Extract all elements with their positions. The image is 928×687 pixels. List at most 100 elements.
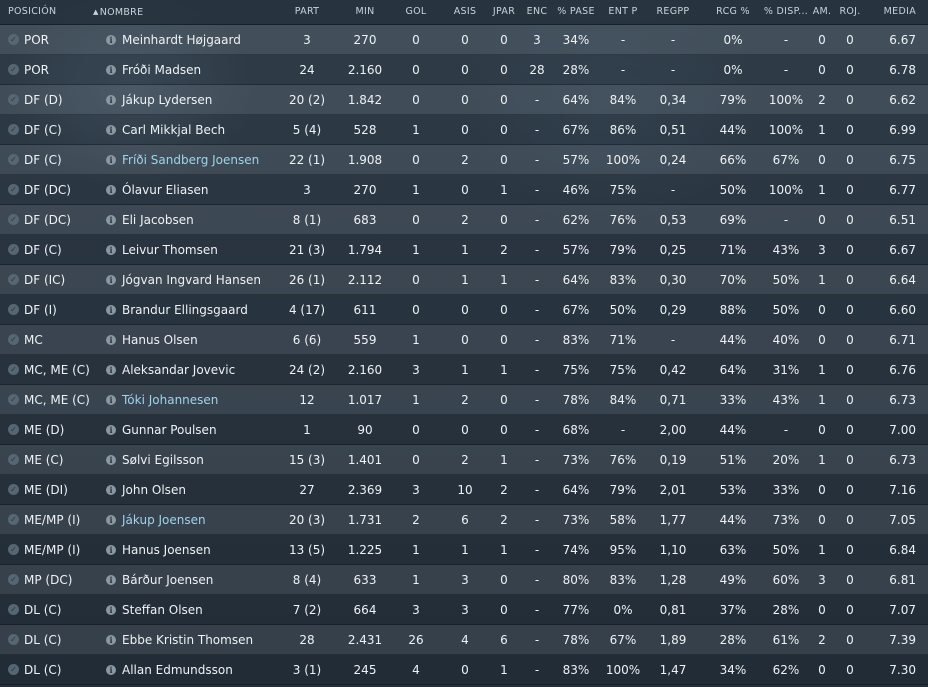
row-select-check[interactable]: ✓ bbox=[8, 205, 22, 235]
row-select-check[interactable]: ✓ bbox=[8, 655, 22, 685]
player-info-button[interactable]: i bbox=[106, 385, 118, 415]
row-select-check[interactable]: ✓ bbox=[8, 85, 22, 115]
table-row[interactable]: ✓ i DF (DC) Ólavur Eliasen 3 270 1 0 1 - 46% 75% - 50… bbox=[0, 175, 928, 205]
cell-name[interactable]: Leivur Thomsen bbox=[122, 243, 218, 257]
col-header-am[interactable]: AM. bbox=[812, 6, 832, 17]
row-select-check[interactable]: ✓ bbox=[8, 415, 22, 445]
col-header-min[interactable]: MIN bbox=[355, 6, 375, 17]
table-row[interactable]: ✓ i ME (D) Gunnar Poulsen 1 90 0 0 0 - 68% - 2,00 44%… bbox=[0, 415, 928, 445]
row-select-check[interactable]: ✓ bbox=[8, 565, 22, 595]
player-info-button[interactable]: i bbox=[106, 325, 118, 355]
table-row[interactable]: ✓ i ME (DI) John Olsen 27 2.369 3 10 2 - 64% 79% 2,0… bbox=[0, 475, 928, 505]
table-row[interactable]: ✓ i DF (D) Jákup Lydersen 20 (2) 1.842 0 0 0 - 64%… bbox=[0, 85, 928, 115]
row-select-check[interactable]: ✓ bbox=[8, 55, 22, 85]
cell-name[interactable]: Steffan Olsen bbox=[122, 603, 203, 617]
col-header-part[interactable]: PART bbox=[294, 6, 320, 17]
player-info-button[interactable]: i bbox=[106, 625, 118, 655]
cell-name[interactable]: Eli Jacobsen bbox=[122, 213, 194, 227]
player-info-button[interactable]: i bbox=[106, 25, 118, 55]
row-select-check[interactable]: ✓ bbox=[8, 295, 22, 325]
table-row[interactable]: ✓ i MC, ME (C) Aleksandar Jovevic 24 (2) 2.16… bbox=[0, 355, 928, 385]
cell-name[interactable]: Bárður Joensen bbox=[122, 573, 214, 587]
player-info-button[interactable]: i bbox=[106, 445, 118, 475]
col-header-name[interactable]: ▲NOMBRE bbox=[93, 0, 143, 24]
col-header-regpp[interactable]: REGPP bbox=[656, 6, 690, 17]
cell-name[interactable]: Fróði Madsen bbox=[122, 63, 202, 77]
row-select-check[interactable]: ✓ bbox=[8, 145, 22, 175]
table-row[interactable]: ✓ i DF (C) Fríði Sandberg Joensen 22 (1) 1.90… bbox=[0, 145, 928, 175]
cell-name[interactable]: Hanus Joensen bbox=[122, 543, 211, 557]
table-row[interactable]: ✓ i DF (IC) Jógvan Ingvard Hansen 26 (1) 2.11… bbox=[0, 265, 928, 295]
table-row[interactable]: ✓ i POR Meinhardt Højgaard 3 270 0 0 0 3 34% - - 0% - 0… bbox=[0, 25, 928, 55]
cell-name[interactable]: Meinhardt Højgaard bbox=[122, 33, 241, 47]
col-header-rcg[interactable]: RCG % bbox=[716, 6, 750, 17]
row-select-check[interactable]: ✓ bbox=[8, 265, 22, 295]
table-row[interactable]: ✓ i DF (DC) Eli Jacobsen 8 (1) 683 0 2 0 - 62% 76% 0… bbox=[0, 205, 928, 235]
player-info-button[interactable]: i bbox=[106, 535, 118, 565]
player-info-button[interactable]: i bbox=[106, 505, 118, 535]
player-info-button[interactable]: i bbox=[106, 235, 118, 265]
col-header-media[interactable]: MEDIA bbox=[883, 6, 916, 17]
player-info-button[interactable]: i bbox=[106, 265, 118, 295]
row-select-check[interactable]: ✓ bbox=[8, 175, 22, 205]
player-info-button[interactable]: i bbox=[106, 565, 118, 595]
player-info-button[interactable]: i bbox=[106, 295, 118, 325]
cell-name[interactable]: Aleksandar Jovevic bbox=[122, 363, 236, 377]
cell-name[interactable]: Allan Edmundsson bbox=[122, 663, 233, 677]
col-header-position[interactable]: POSICIÓN bbox=[8, 6, 57, 17]
cell-name[interactable]: Jógvan Ingvard Hansen bbox=[122, 273, 261, 287]
table-row[interactable]: ✓ i ME/MP (I) Jákup Joensen 20 (3) 1.731 2 6 2 - 7… bbox=[0, 505, 928, 535]
table-row[interactable]: ✓ i POR Fróði Madsen 24 2.160 0 0 0 28 28% - - 0% - 0 0 6… bbox=[0, 55, 928, 85]
cell-name[interactable]: Brandur Ellingsgaard bbox=[122, 303, 248, 317]
row-select-check[interactable]: ✓ bbox=[8, 535, 22, 565]
cell-name[interactable]: Jákup Joensen bbox=[122, 513, 206, 527]
col-header-asis[interactable]: ASIS bbox=[453, 6, 477, 17]
player-info-button[interactable]: i bbox=[106, 55, 118, 85]
table-row[interactable]: ✓ i DF (C) Carl Mikkjal Bech 5 (4) 528 1 0 0 - 67%… bbox=[0, 115, 928, 145]
row-select-check[interactable]: ✓ bbox=[8, 445, 22, 475]
player-info-button[interactable]: i bbox=[106, 115, 118, 145]
table-row[interactable]: ✓ i ME (C) Sølvi Egilsson 15 (3) 1.401 0 2 1 - 73%… bbox=[0, 445, 928, 475]
player-info-button[interactable]: i bbox=[106, 655, 118, 685]
cell-name[interactable]: Hanus Olsen bbox=[122, 333, 198, 347]
row-select-check[interactable]: ✓ bbox=[8, 235, 22, 265]
row-select-check[interactable]: ✓ bbox=[8, 625, 22, 655]
col-header-jpar[interactable]: JPAR bbox=[492, 6, 516, 17]
row-select-check[interactable]: ✓ bbox=[8, 355, 22, 385]
player-info-button[interactable]: i bbox=[106, 475, 118, 505]
player-info-button[interactable]: i bbox=[106, 355, 118, 385]
col-header-disp[interactable]: % DISP... bbox=[763, 6, 809, 17]
player-info-button[interactable]: i bbox=[106, 205, 118, 235]
table-row[interactable]: ✓ i DL (C) Steffan Olsen 7 (2) 664 3 3 0 - 77% 0% 0,… bbox=[0, 595, 928, 625]
cell-name[interactable]: Ebbe Kristin Thomsen bbox=[122, 633, 254, 647]
col-header-enc[interactable]: ENC bbox=[526, 6, 548, 17]
table-row[interactable]: ✓ i MC Hanus Olsen 6 (6) 559 1 0 0 - 83% 71% - 44% 40%… bbox=[0, 325, 928, 355]
player-info-button[interactable]: i bbox=[106, 415, 118, 445]
col-header-roj[interactable]: ROJ. bbox=[839, 6, 861, 17]
row-select-check[interactable]: ✓ bbox=[8, 325, 22, 355]
table-row[interactable]: ✓ i DF (C) Leivur Thomsen 21 (3) 1.794 1 1 2 - 57%… bbox=[0, 235, 928, 265]
player-info-button[interactable]: i bbox=[106, 175, 118, 205]
row-select-check[interactable]: ✓ bbox=[8, 475, 22, 505]
cell-name[interactable]: Ólavur Eliasen bbox=[122, 183, 209, 197]
cell-name[interactable]: Jákup Lydersen bbox=[122, 93, 213, 107]
table-row[interactable]: ✓ i DL (C) Allan Edmundsson 3 (1) 245 4 0 1 - 83% 1… bbox=[0, 655, 928, 685]
cell-name[interactable]: Fríði Sandberg Joensen bbox=[122, 153, 260, 167]
table-row[interactable]: ✓ i DL (C) Ebbe Kristin Thomsen 28 2.431 26 4 6 -… bbox=[0, 625, 928, 655]
col-header-entp[interactable]: ENT P bbox=[608, 6, 638, 17]
row-select-check[interactable]: ✓ bbox=[8, 505, 22, 535]
table-row[interactable]: ✓ i ME/MP (I) Hanus Joensen 13 (5) 1.225 1 1 1 - 7… bbox=[0, 535, 928, 565]
player-info-button[interactable]: i bbox=[106, 595, 118, 625]
col-header-pase[interactable]: % PASE bbox=[557, 6, 595, 17]
row-select-check[interactable]: ✓ bbox=[8, 115, 22, 145]
cell-name[interactable]: Gunnar Poulsen bbox=[122, 423, 217, 437]
row-select-check[interactable]: ✓ bbox=[8, 385, 22, 415]
cell-name[interactable]: Tóki Johannesen bbox=[122, 393, 219, 407]
player-info-button[interactable]: i bbox=[106, 85, 118, 115]
row-select-check[interactable]: ✓ bbox=[8, 595, 22, 625]
row-select-check[interactable]: ✓ bbox=[8, 25, 22, 55]
cell-name[interactable]: Carl Mikkjal Bech bbox=[122, 123, 226, 137]
cell-name[interactable]: Sølvi Egilsson bbox=[122, 453, 204, 467]
cell-name[interactable]: John Olsen bbox=[122, 483, 186, 497]
col-header-gol[interactable]: GOL bbox=[405, 6, 427, 17]
